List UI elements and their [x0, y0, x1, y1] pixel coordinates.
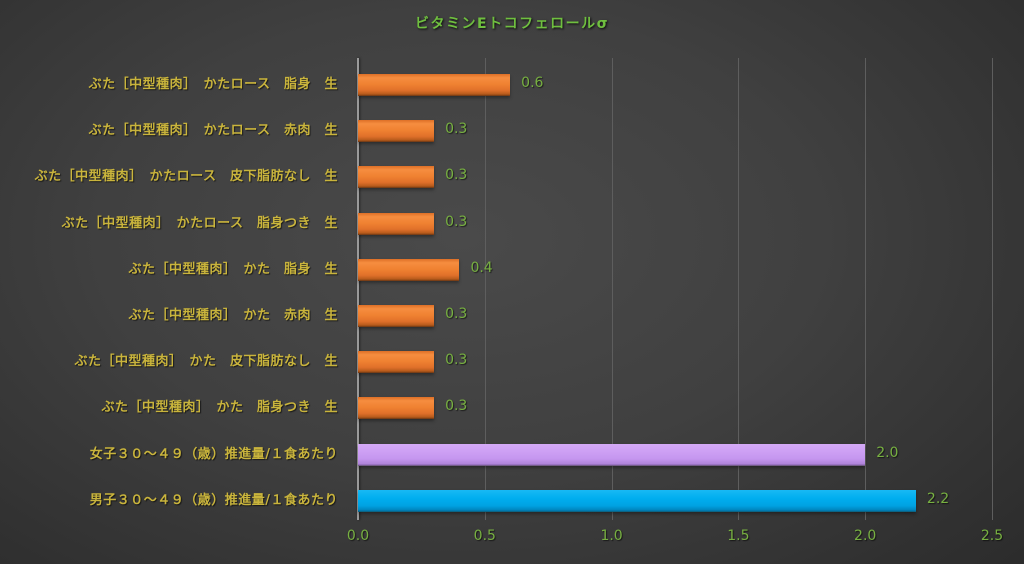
value-axis-ticks: 0.0 0.5 1.0 1.5 2.0 2.5 — [347, 528, 1003, 550]
value-label: 0.3 — [445, 213, 468, 230]
category-label: 女子３０～４９（歳）推進量/１食あたり — [89, 446, 338, 462]
x-tick-label: 1.5 — [727, 528, 750, 544]
gridline — [484, 58, 486, 520]
value-axis-line — [357, 58, 359, 520]
value-label: 0.3 — [445, 121, 468, 138]
x-tick-label: 2.5 — [980, 528, 1004, 544]
bar-row: 0.4 — [358, 247, 992, 293]
bar-row: 0.3 — [358, 201, 992, 247]
gridline — [611, 58, 613, 520]
x-tick-label: 2.0 — [854, 528, 877, 544]
bar-row: 0.3 — [358, 108, 992, 154]
category-label: ぶた［中型種肉］ かたロース 皮下脂肪なし 生 — [34, 169, 338, 185]
value-label: 0.3 — [445, 167, 468, 184]
category-label: 男子３０～４９（歳）推進量/１食あたり — [89, 492, 338, 508]
bar — [358, 258, 460, 281]
value-label: 0.6 — [521, 75, 544, 91]
category-label: ぶた［中型種肉］ かた 脂身つき 生 — [101, 400, 338, 416]
value-label: 0.3 — [445, 352, 468, 369]
category-axis: ぶた［中型種肉］ かたロース 脂身 生ぶた［中型種肉］ かたロース 赤肉 生ぶた… — [0, 62, 348, 524]
x-tick-label: 0.0 — [346, 528, 370, 544]
bar — [358, 166, 435, 189]
category-label: ぶた［中型種肉］ かたロース 脂身つき 生 — [61, 215, 338, 231]
x-tick-label: 1.0 — [600, 528, 623, 544]
bar — [358, 305, 435, 327]
bar — [358, 443, 866, 466]
value-label: 2.2 — [926, 490, 950, 507]
value-label: 0.4 — [470, 259, 493, 276]
bar-row: 0.3 — [358, 385, 992, 431]
x-tick-label: 0.5 — [473, 528, 496, 544]
bar-row: 2.0 — [358, 432, 992, 478]
category-label: ぶた［中型種肉］ かた 脂身 生 — [128, 261, 338, 277]
bar-row: 2.2 — [358, 478, 992, 524]
gridline — [992, 58, 993, 520]
bar-row: 0.3 — [358, 339, 992, 385]
bar-row: 0.3 — [358, 154, 992, 200]
gridline — [865, 58, 867, 520]
bar — [358, 212, 435, 235]
chart-title: ビタミンEトコフェロールσ — [415, 16, 609, 32]
value-label: 0.3 — [445, 398, 468, 415]
category-label: ぶた［中型種肉］ かたロース 脂身 生 — [88, 77, 338, 92]
bar — [358, 397, 435, 420]
bar — [358, 351, 435, 374]
bar-row: 0.3 — [358, 293, 992, 339]
bar — [358, 74, 511, 96]
value-label: 0.3 — [445, 306, 468, 322]
value-label: 2.0 — [876, 444, 899, 461]
gridline — [738, 58, 740, 520]
bar — [358, 489, 916, 512]
category-label: ぶた［中型種肉］ かた 皮下脂肪なし 生 — [74, 354, 338, 370]
category-label: ぶた［中型種肉］ かた 赤肉 生 — [128, 308, 338, 323]
bars-layer: 0.6 0.3 0.3 0.3 0.4 0.3 0.3 0.3 2.0 2.2 — [358, 62, 992, 524]
bar-row: 0.6 — [358, 62, 992, 108]
category-label: ぶた［中型種肉］ かたロース 赤肉 生 — [88, 123, 338, 139]
plot-area: 0.6 0.3 0.3 0.3 0.4 0.3 0.3 0.3 2.0 2.2 — [357, 58, 993, 520]
bar — [358, 120, 435, 143]
